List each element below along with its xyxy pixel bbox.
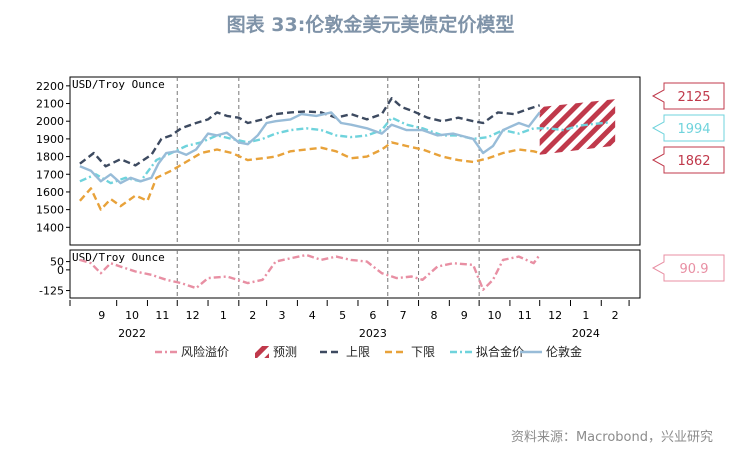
callout-box (651, 114, 725, 142)
lower-y-unit-label: USD/Troy Ounce (72, 251, 165, 264)
upper-y-tick-label: 1900 (36, 133, 64, 146)
x-tick-label: 10 (488, 309, 502, 322)
series-line-风险溢价 (79, 253, 541, 291)
x-tick-label: 11 (155, 309, 169, 322)
upper-y-tick-label: 1500 (36, 204, 64, 217)
lower-y-tick-label: 0 (57, 264, 64, 277)
x-tick-label: 4 (309, 309, 316, 322)
series-line-拟合金价 (79, 116, 611, 185)
source-note: 资料来源：Macrobond，兴业研究 (510, 430, 713, 445)
x-tick-label: 2 (249, 309, 256, 322)
upper-y-tick-label: 2100 (36, 98, 64, 111)
legend-swatch-预测 (255, 346, 269, 358)
x-tick-label: 5 (339, 309, 346, 322)
x-tick-label: 12 (548, 309, 562, 322)
legend-label-拟合金价: 拟合金价 (476, 344, 524, 359)
series-line-伦敦金 (79, 111, 541, 185)
upper-y-tick-label: 2200 (36, 80, 64, 93)
upper-y-tick-label: 1600 (36, 186, 64, 199)
callout-label: 1994 (677, 122, 710, 137)
callout-label: 2125 (677, 90, 710, 105)
lower-y-tick-label: -125 (39, 285, 64, 298)
legend-label-下限: 下限 (411, 345, 435, 359)
callout-label: 1862 (677, 154, 710, 169)
x-tick-label: 1 (220, 309, 227, 322)
legend-label-风险溢价: 风险溢价 (181, 344, 229, 359)
x-tick-label: 9 (98, 309, 105, 322)
x-tick-label: 8 (430, 309, 437, 322)
legend-label-预测: 预测 (273, 345, 297, 359)
series-line-上限 (79, 96, 541, 168)
upper-y-tick-label: 1400 (36, 221, 64, 234)
x-tick-label: 1 (582, 309, 589, 322)
callout-label: 90.9 (680, 262, 709, 277)
callout-box (651, 82, 725, 110)
upper-y-tick-label: 1800 (36, 151, 64, 164)
x-tick-label: 11 (518, 309, 532, 322)
upper-plot-frame (69, 76, 641, 246)
legend-label-伦敦金: 伦敦金 (546, 344, 582, 359)
callout-box (651, 146, 725, 174)
lower-plot-frame (69, 249, 641, 299)
x-tick-label: 3 (279, 309, 286, 322)
x-year-label: 2022 (118, 327, 146, 340)
callout-box (651, 254, 725, 282)
x-tick-label: 10 (125, 309, 139, 322)
lower-y-tick-label: 50 (50, 256, 64, 269)
upper-y-tick-label: 2000 (36, 115, 64, 128)
lower-panel: -125 050 USD/Troy Ounce 90.9 (39, 249, 725, 299)
series-line-下限 (79, 141, 541, 211)
chart-title: 图表 33:伦敦金美元美债定价模型 (226, 14, 515, 36)
x-year-label: 2024 (572, 327, 600, 340)
x-tick-label: 2 (612, 309, 619, 322)
x-tick-label: 7 (400, 309, 407, 322)
x-tick-label: 9 (461, 309, 468, 322)
upper-panel: 1400 1500 1600 1700 1800 1900 2000 2100 2200 USD/… (36, 76, 725, 246)
x-tick-label: 6 (369, 309, 376, 322)
upper-y-tick-label: 1700 (36, 168, 64, 181)
legend: 风险溢价 预测 上限 下限 拟合金价 伦敦金 (155, 344, 582, 359)
x-tick-label: 12 (186, 309, 200, 322)
x-year-label: 2023 (359, 327, 387, 340)
legend-label-上限: 上限 (346, 345, 370, 359)
upper-y-unit-label: USD/Troy Ounce (72, 78, 165, 91)
